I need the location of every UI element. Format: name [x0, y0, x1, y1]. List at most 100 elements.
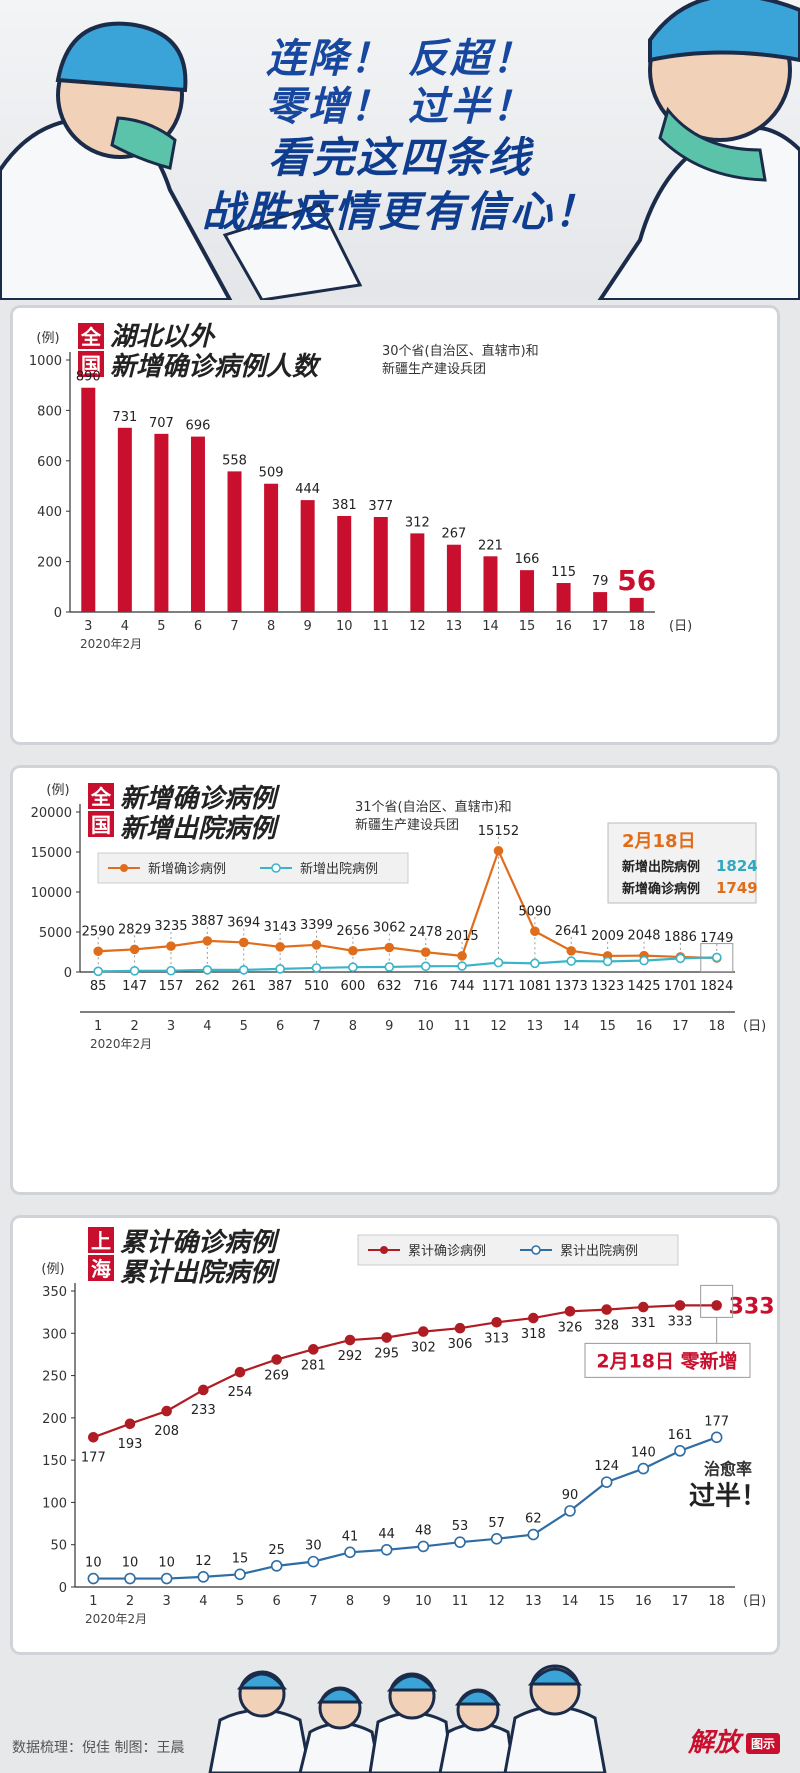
headline-line-1: 连降！ 反超！ [266, 36, 534, 82]
data-label: 1171 [482, 979, 515, 994]
legend-marker-confirmed [120, 864, 128, 872]
x-tick-label: 3 [167, 1019, 175, 1034]
series-point [420, 961, 431, 972]
bar [446, 544, 461, 612]
data-label: 90 [562, 1488, 579, 1503]
series-point [528, 1312, 539, 1324]
chart-title: 新增确诊病例 [120, 784, 281, 814]
series-point [93, 946, 103, 957]
data-label: 1373 [555, 979, 588, 994]
data-label: 318 [521, 1327, 546, 1342]
annotation-box [607, 822, 757, 904]
series-point [638, 1301, 649, 1313]
series-point [202, 965, 213, 975]
data-label: 3062 [373, 921, 406, 936]
data-label: 57 [488, 1516, 505, 1531]
data-label: 381 [332, 498, 357, 513]
data-label: 2641 [555, 924, 588, 939]
data-label: 1425 [627, 979, 660, 994]
data-label: 161 [668, 1428, 693, 1443]
x-tick-label: 10 [417, 1019, 434, 1034]
x-tick-label: 13 [446, 619, 463, 634]
data-label: 509 [259, 466, 284, 481]
data-label: 115 [551, 565, 576, 580]
chart-title-2: 新增出院病例 [120, 814, 281, 844]
annotation-value: 1749 [716, 879, 758, 897]
headline-line-4: 战胜疫情更有信心！ [201, 187, 598, 236]
data-label: 716 [413, 979, 438, 994]
legend-marker-confirmed [380, 1246, 388, 1254]
bar [154, 433, 169, 612]
x-tick-label: 11 [452, 1594, 469, 1609]
cure-rate-note: 治愈率 [704, 1460, 752, 1479]
x-tick-label: 3 [84, 619, 92, 634]
credit-line: 数据梳理：倪佳 制图：王晨 [12, 1740, 185, 1756]
chart-title: 湖北以外 [110, 322, 216, 352]
data-label: 48 [415, 1523, 432, 1538]
bar [337, 515, 352, 612]
y-tick-label: 0 [64, 966, 72, 981]
data-label: 140 [631, 1446, 656, 1461]
data-label: 193 [118, 1437, 143, 1452]
data-label: 157 [159, 979, 184, 994]
series-point [564, 1505, 576, 1517]
x-tick-label: 17 [672, 1019, 689, 1034]
data-label: 2829 [118, 922, 151, 937]
data-label: 744 [450, 979, 475, 994]
badge-box-top [88, 783, 114, 809]
data-label: 5090 [518, 904, 551, 919]
data-label: 221 [478, 538, 503, 553]
x-tick-label: 4 [121, 619, 129, 634]
x-tick-label: 12 [488, 1594, 505, 1609]
data-label: 3143 [264, 920, 297, 935]
data-label: 12 [195, 1554, 212, 1569]
series-line [93, 1436, 718, 1580]
x-tick-label: 6 [276, 1019, 284, 1034]
series-line [98, 956, 717, 973]
data-label: 295 [374, 1347, 399, 1362]
y-tick-label: 300 [42, 1327, 67, 1342]
bar [81, 387, 96, 612]
data-label: 79 [592, 574, 609, 589]
y-tick-label: 0 [54, 606, 62, 621]
x-tick-label: 10 [415, 1594, 432, 1609]
data-label: 281 [301, 1358, 326, 1373]
y-tick-label: 100 [42, 1496, 67, 1511]
series-point [311, 940, 322, 950]
x-tick-label: 8 [346, 1594, 354, 1609]
data-label: 696 [186, 419, 211, 434]
x-tick-label: 18 [709, 1019, 726, 1034]
data-label: 1824 [700, 979, 733, 994]
data-label: 306 [448, 1337, 473, 1352]
series-point [530, 926, 540, 937]
series-point [166, 965, 176, 976]
data-label: 10 [158, 1556, 175, 1571]
badge-char: 全 [90, 785, 112, 809]
x-tick-label: 15 [599, 1019, 616, 1034]
series-point [417, 1540, 430, 1553]
bar [629, 597, 644, 612]
data-label: 41 [342, 1529, 359, 1544]
data-label: 262 [195, 979, 220, 994]
legend-box [97, 852, 409, 884]
x-tick-label: 17 [672, 1594, 689, 1609]
doctor-illustration-icon [0, 0, 800, 300]
series-point [564, 1305, 576, 1317]
series-point [161, 1405, 172, 1417]
series-point [457, 951, 467, 961]
series-point [197, 1571, 210, 1583]
data-label: 62 [525, 1512, 542, 1527]
data-label: 292 [338, 1349, 363, 1364]
badge-box-bottom [88, 1255, 114, 1281]
series-point [420, 947, 431, 957]
data-label: 1886 [664, 930, 697, 945]
series-line [92, 1304, 717, 1439]
series-line [98, 847, 717, 960]
annotation-value: 1824 [716, 857, 758, 875]
series-point [234, 1568, 246, 1581]
badge-box-bottom [88, 811, 114, 837]
y-tick-label: 600 [37, 455, 62, 470]
series-point [712, 952, 722, 963]
bar [520, 570, 535, 612]
